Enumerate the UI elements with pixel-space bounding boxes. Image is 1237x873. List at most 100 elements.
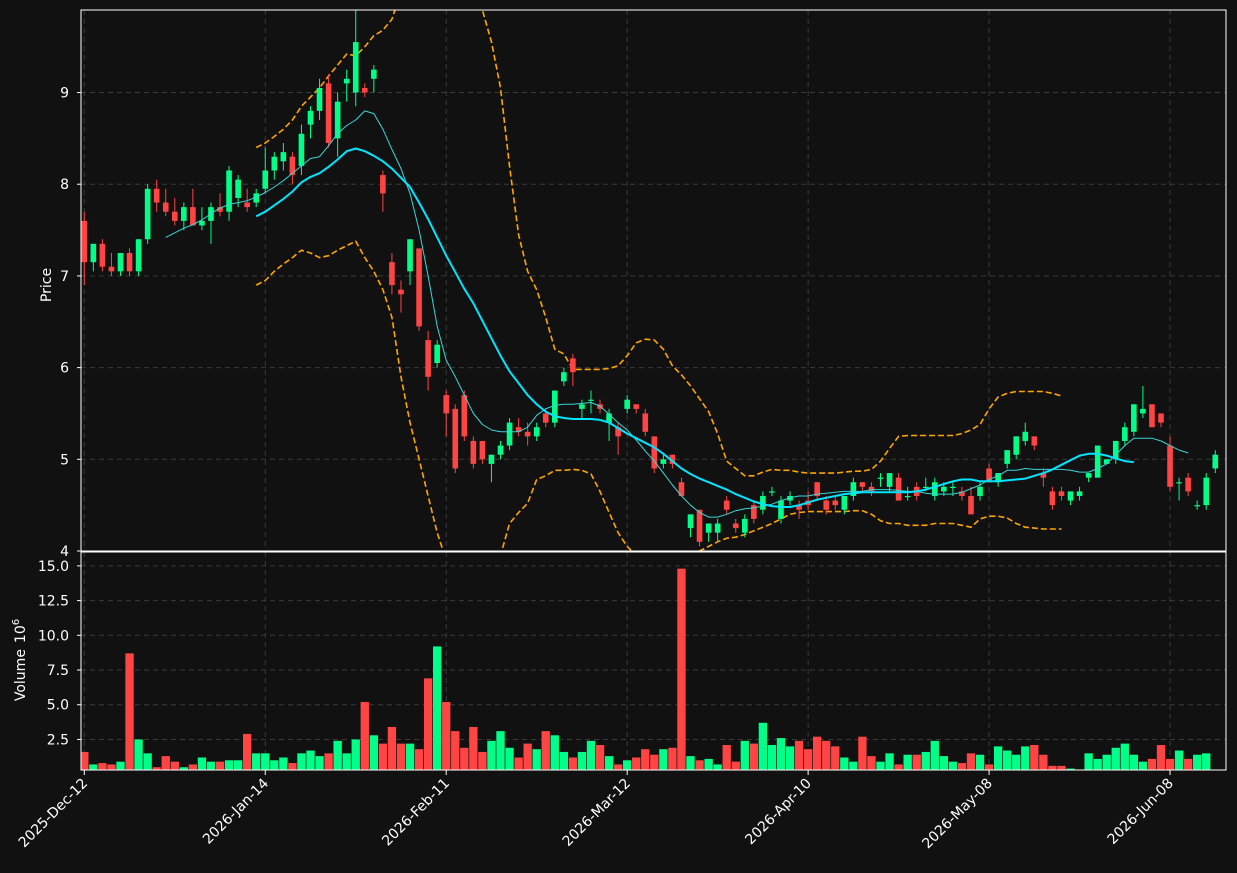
volume-bar-83	[831, 746, 840, 770]
volume-bar-53	[559, 751, 568, 770]
volume-bar-41	[451, 731, 460, 770]
candle-body-75	[760, 495, 766, 510]
volume-bar-97	[957, 763, 967, 770]
volume-bar-120	[1165, 758, 1175, 770]
candle-body-108	[1058, 491, 1065, 496]
candle-body-48	[515, 427, 522, 432]
candle-body-44	[479, 440, 486, 460]
candle-body-47	[506, 422, 513, 446]
volume-tick-label-5: 15.0	[38, 559, 69, 575]
volume-bar-12	[188, 764, 198, 770]
candle-body-118	[1149, 404, 1155, 428]
volume-bar-49	[523, 743, 532, 770]
candle-body-65	[669, 454, 676, 464]
candle-body-28	[334, 101, 341, 139]
candle-body-20	[262, 170, 269, 189]
candle-body-53	[561, 372, 567, 382]
candle-body-90	[895, 477, 902, 501]
volume-bar-84	[840, 757, 849, 770]
volume-bar-80	[803, 749, 813, 770]
volume-bar-75	[758, 722, 768, 770]
volume-bar-98	[966, 753, 976, 770]
candle-body-60	[624, 399, 630, 409]
volume-bar-91	[903, 754, 912, 770]
candle-body-115	[1121, 427, 1128, 441]
candle-body-22	[280, 152, 287, 162]
volume-bar-85	[849, 761, 858, 770]
volume-bar-67	[686, 756, 695, 770]
candle-body-15	[217, 207, 223, 212]
volume-panel-frame	[80, 551, 1227, 771]
volume-bar-93	[921, 751, 930, 770]
candle-body-101	[995, 473, 1001, 483]
candle-body-105	[1031, 436, 1038, 446]
volume-bar-109	[1066, 768, 1075, 770]
volume-bar-122	[1183, 758, 1193, 770]
candle-body-122	[1185, 477, 1191, 492]
candle-body-9	[162, 202, 169, 212]
volume-bar-68	[695, 760, 704, 770]
volume-bar-63	[650, 754, 659, 770]
volume-bar-87	[867, 756, 876, 770]
candle-body-33	[380, 175, 386, 194]
candle-body-49	[524, 431, 531, 437]
volume-bar-29	[342, 753, 351, 770]
volume-bar-121	[1174, 750, 1184, 770]
price-tick-label-0: 4	[60, 544, 69, 560]
candle-body-116	[1131, 404, 1137, 432]
volume-bar-13	[197, 757, 207, 770]
volume-bar-21	[270, 760, 279, 770]
candle-body-106	[1040, 473, 1047, 478]
candle-body-19	[253, 193, 260, 203]
candle-body-117	[1140, 408, 1146, 414]
candle-body-45	[488, 454, 495, 464]
volume-tick-label-4: 12.5	[38, 594, 69, 610]
volume-bar-57	[595, 745, 605, 770]
candle-body-52	[551, 390, 558, 423]
volume-bar-62	[641, 749, 650, 770]
candle-body-120	[1167, 445, 1173, 487]
candle-body-34	[389, 262, 395, 286]
candle-body-94	[931, 482, 938, 496]
volume-bar-114	[1111, 747, 1120, 770]
volume-bar-10	[170, 761, 179, 770]
lower-band-line	[255, 240, 1062, 551]
volume-bar-118	[1147, 758, 1157, 770]
candle-body-102	[1004, 450, 1010, 464]
candle-body-98	[968, 495, 974, 515]
candle-body-83	[832, 500, 839, 506]
price-tick-label-1: 5	[60, 452, 69, 468]
candle-body-107	[1049, 491, 1056, 506]
candle-body-103	[1013, 436, 1020, 455]
volume-grid	[81, 552, 1226, 770]
candle-body-39	[434, 344, 440, 364]
volume-bar-59	[613, 764, 623, 770]
volume-bar-113	[1102, 754, 1111, 770]
volume-bar-24	[297, 753, 306, 770]
volume-bar-40	[442, 701, 451, 770]
candle-body-81	[814, 482, 820, 496]
candle-body-36	[407, 239, 413, 272]
volume-bar-43	[469, 726, 478, 770]
volume-bar-2	[98, 763, 107, 770]
candle-body-99	[977, 486, 983, 496]
volume-bar-71	[722, 745, 731, 770]
volume-bar-69	[704, 758, 713, 770]
candle-body-77	[778, 500, 784, 519]
candle-body-27	[325, 83, 332, 143]
candle-body-123	[1194, 505, 1200, 507]
volume-bar-107	[1048, 765, 1057, 770]
volume-bar-82	[822, 740, 831, 770]
volume-bar-103	[1012, 754, 1021, 770]
volume-bar-116	[1129, 754, 1139, 770]
volume-bar-115	[1120, 743, 1129, 770]
candle-body-70	[714, 523, 721, 533]
price-plot-area	[81, 10, 1219, 551]
candle-body-3	[108, 266, 115, 272]
ma-fast-line	[165, 110, 1189, 518]
candle-body-125	[1212, 454, 1219, 469]
volume-bar-8	[152, 767, 161, 770]
volume-bar-31	[360, 701, 369, 770]
candle-body-95	[941, 486, 947, 492]
candle-body-84	[841, 495, 848, 510]
